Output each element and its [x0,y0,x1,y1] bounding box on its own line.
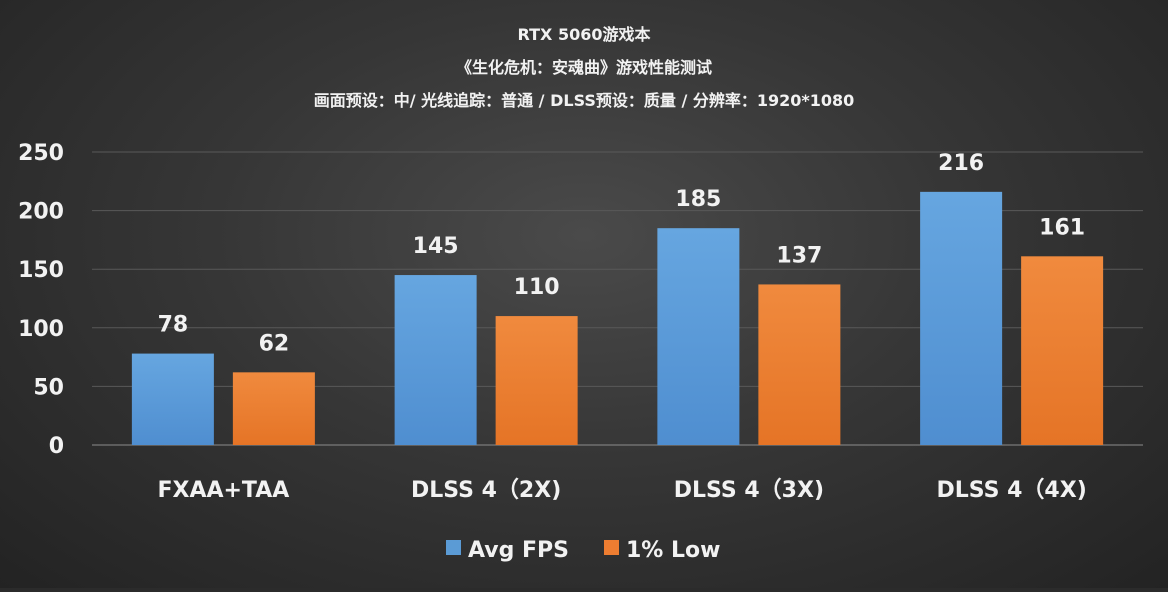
y-tick-label: 0 [49,434,64,459]
data-label-avg-fps: 185 [675,187,721,212]
x-tick-label: DLSS 4（3X) [674,478,824,503]
legend-item-avg-fps: Avg FPS [446,538,569,563]
bar-avg-fps [394,275,477,445]
legend-item-1-low: 1% Low [604,538,720,563]
data-label-avg-fps: 145 [413,234,459,259]
bar-1-low [495,316,578,445]
chart-title-line-3: 画面预设：中/ 光线追踪：普通 / DLSS预设：质量 / 分辨率：1920*1… [314,91,855,110]
bars [131,191,1104,445]
chart-title-line-2: 《生化危机：安魂曲》游戏性能测试 [456,58,712,77]
x-axis: FXAA+TAA DLSS 4（2X) DLSS 4（3X) DLSS 4（4X) [157,478,1086,503]
data-label-1-low: 110 [514,275,560,300]
data-label-avg-fps: 216 [938,151,984,176]
legend: Avg FPS 1% Low [446,538,720,563]
x-tick-label: DLSS 4（4X) [936,478,1086,503]
bar-avg-fps [131,353,214,445]
bar-1-low [758,284,841,445]
bar-avg-fps [920,191,1003,445]
chart-title-line-1: RTX 5060游戏本 [518,25,651,44]
x-tick-label: DLSS 4（2X) [411,478,561,503]
legend-label-avg-fps: Avg FPS [468,538,569,563]
y-axis: 0 50 100 150 200 250 [18,141,64,459]
data-labels: 78 62 145 110 185 137 216 161 [158,151,1086,356]
y-tick-label: 50 [33,375,64,400]
data-label-1-low: 137 [776,243,822,268]
legend-swatch-1-low [604,540,619,555]
y-tick-label: 100 [18,317,64,342]
y-tick-label: 150 [18,258,64,283]
bar-1-low [232,372,315,445]
legend-label-1-low: 1% Low [626,538,720,563]
bar-avg-fps [657,228,740,445]
data-label-1-low: 62 [259,331,290,356]
data-label-1-low: 161 [1039,215,1085,240]
bar-1-low [1021,256,1104,445]
data-label-avg-fps: 78 [158,313,189,338]
y-tick-label: 250 [18,141,64,166]
y-tick-label: 200 [18,200,64,225]
x-tick-label: FXAA+TAA [157,478,289,503]
legend-swatch-avg-fps [446,540,461,555]
